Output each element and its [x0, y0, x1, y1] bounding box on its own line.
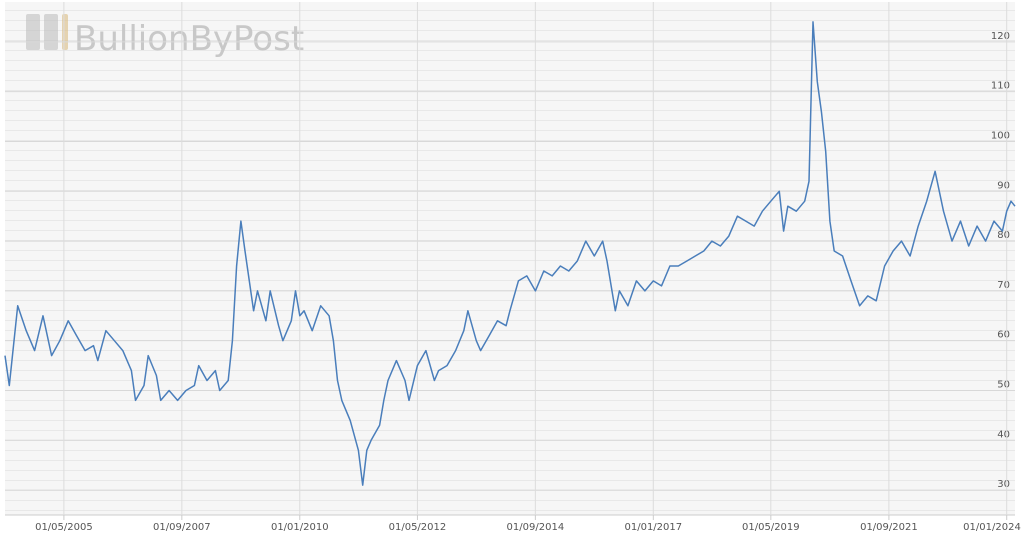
x-tick-label: 01/09/2014 — [507, 522, 565, 533]
watermark: BullionByPost — [74, 19, 304, 59]
y-tick-label: 110 — [991, 81, 1010, 92]
y-tick-label: 60 — [997, 330, 1010, 341]
x-tick-label: 01/09/2021 — [860, 522, 918, 533]
y-tick-label: 70 — [997, 280, 1010, 291]
x-tick-label: 01/09/2007 — [153, 522, 211, 533]
y-tick-label: 80 — [997, 230, 1010, 241]
x-tick-label: 01/01/2010 — [271, 522, 329, 533]
y-tick-label: 50 — [997, 379, 1010, 390]
y-tick-label: 100 — [991, 130, 1010, 141]
x-tick-label: 01/05/2012 — [389, 522, 447, 533]
y-tick-label: 40 — [997, 429, 1010, 440]
x-tick-label: 01/01/2024 — [963, 522, 1021, 533]
x-tick-label: 01/01/2017 — [624, 522, 682, 533]
y-tick-label: 30 — [997, 479, 1010, 490]
data-line — [4, 21, 1016, 486]
y-tick-label: 120 — [991, 31, 1010, 42]
plot-background — [5, 2, 1015, 515]
x-tick-label: 01/05/2019 — [742, 522, 800, 533]
x-tick-label: 01/05/2005 — [35, 522, 93, 533]
y-tick-label: 90 — [997, 180, 1010, 191]
